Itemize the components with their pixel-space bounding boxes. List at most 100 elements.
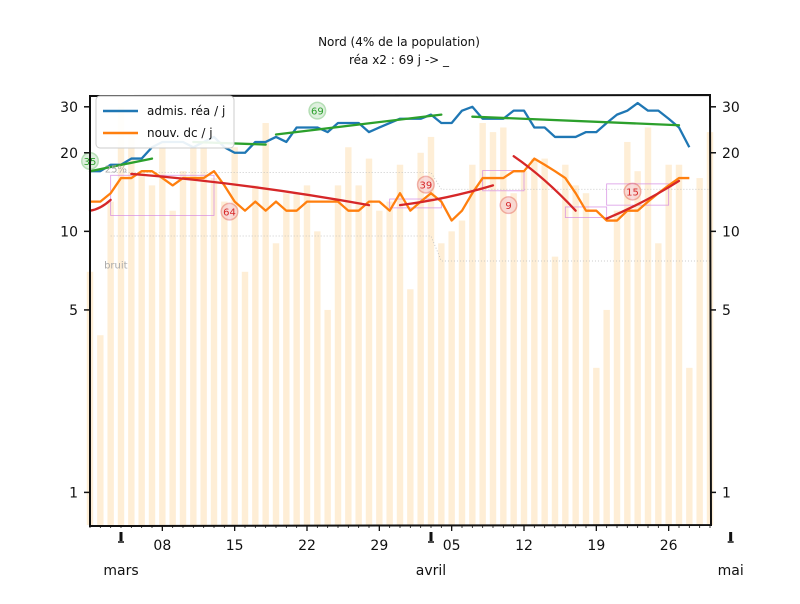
annotation-label: 64 [223,208,236,219]
fit-deces [88,198,112,212]
bar [190,147,197,525]
trend-fits [88,113,681,220]
annotation-label: 15 [626,188,639,199]
bar [520,171,528,525]
fit-deces [605,179,681,220]
x-month-label: mars [103,563,138,579]
bar [179,171,187,525]
bar [613,210,621,525]
x-tick-label: 26 [660,538,678,554]
fit-admis [471,115,681,127]
x-tick-label: 12 [515,538,533,554]
y-tick-label-left: 30 [60,100,78,116]
bar [489,132,497,525]
fit-deces [398,184,495,207]
bar [417,152,424,525]
fit-deces [130,172,371,207]
bar [159,141,166,525]
bar [355,185,362,525]
bar [541,158,548,525]
bar [582,193,590,525]
bar [221,201,228,525]
x-tick-label: 05 [443,538,461,554]
y-tick-label-left: 1 [69,485,78,501]
annotation-label: 39 [419,181,432,192]
bar [438,243,445,525]
y-tick-label-right: 20 [722,146,740,162]
y-tick-label-right: 1 [722,485,731,501]
band-box [110,174,215,216]
bar [479,123,486,525]
bar [675,164,683,525]
x-month-label: mai [718,563,744,579]
bar [334,185,342,525]
bar [572,185,579,525]
bar [562,164,569,525]
bar [117,106,125,526]
bar [376,210,383,525]
bar [210,178,218,525]
band-box [564,206,608,218]
bar [686,367,693,525]
x-tick-label: 22 [298,538,316,554]
x-tick-label: 19 [587,538,605,554]
bar [510,193,517,525]
annotation-badge-inner [222,204,237,220]
fit-admis [88,157,154,173]
bar [655,243,662,525]
bar [427,136,435,525]
bar [283,193,290,525]
bar [97,335,104,525]
bar [138,171,145,525]
annotation-label: bruit [104,261,128,272]
y-tick-label-left: 20 [60,146,78,162]
bar [696,178,703,525]
band-lower [110,235,710,262]
chart-subtitle: réa x2 : 69 j -> _ [349,53,450,67]
annotation-label: 25% [105,165,127,176]
bar [603,309,610,525]
bar [386,201,393,525]
y-tick-label-right: 10 [722,224,740,240]
plot-frame [89,93,713,528]
legend-label: nouv. dc / j [147,126,213,140]
legend-box [95,95,235,149]
series-line-1 [90,157,690,222]
bar [324,309,331,525]
bar [634,171,641,525]
bar [500,127,507,525]
bar [644,127,652,525]
bar [365,158,373,525]
band-upper [110,172,710,190]
annotation-label: 9 [505,201,511,212]
x-tick-label: 08 [153,538,171,554]
bar [345,147,352,525]
x-month-label: avril [416,563,446,579]
annotation-badge-inner [501,197,516,213]
annotation-badge-inner [309,103,325,119]
y-tick-label-left: 10 [60,224,78,240]
bar [293,193,300,525]
bar [551,256,559,525]
fit-deces [512,155,577,212]
bar [665,164,672,525]
bar [148,185,156,525]
bar [169,210,176,525]
y-tick-label-left: 5 [69,303,78,319]
daily-bars [86,106,714,526]
bar [593,367,600,525]
band-box [482,170,525,192]
bar [262,123,269,525]
annotation-badge-inner [625,184,640,200]
legend: admis. réa / j nouv. dc / j [95,95,235,149]
bar [231,147,238,525]
bar [458,220,466,526]
y-tick-label-right: 5 [722,303,731,319]
x-tick-label: 15 [226,538,244,554]
bar [200,141,207,525]
bar [252,185,259,525]
bar [396,164,404,525]
x-tick-label: 29 [370,538,388,554]
fit-admis [274,113,443,136]
